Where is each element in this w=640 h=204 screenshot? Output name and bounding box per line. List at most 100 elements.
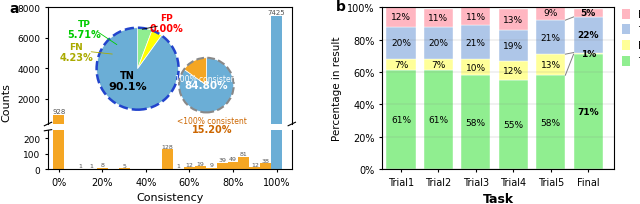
Text: 61%: 61% bbox=[428, 116, 449, 125]
Text: 928: 928 bbox=[52, 108, 65, 114]
Text: 1%: 1% bbox=[580, 50, 596, 59]
Text: TN: TN bbox=[120, 71, 135, 80]
Bar bbox=[461, 60, 490, 76]
Text: 19%: 19% bbox=[503, 42, 524, 51]
Text: 4.23%: 4.23% bbox=[60, 53, 93, 63]
Bar bbox=[573, 53, 603, 55]
Bar bbox=[499, 61, 528, 81]
Bar bbox=[163, 150, 173, 169]
Text: 20%: 20% bbox=[428, 39, 449, 48]
Text: 12%: 12% bbox=[391, 13, 411, 22]
Text: 5: 5 bbox=[122, 163, 126, 168]
Text: 10%: 10% bbox=[466, 63, 486, 72]
Text: 55%: 55% bbox=[503, 121, 524, 130]
Bar bbox=[573, 55, 603, 169]
Text: a: a bbox=[9, 2, 19, 16]
Bar bbox=[54, 116, 65, 130]
Text: 21%: 21% bbox=[466, 38, 486, 47]
Bar bbox=[239, 129, 250, 130]
Text: 11%: 11% bbox=[466, 12, 486, 21]
Bar bbox=[387, 28, 415, 60]
Text: 58%: 58% bbox=[541, 118, 561, 127]
Text: 11%: 11% bbox=[428, 14, 449, 23]
Bar bbox=[228, 129, 239, 130]
Bar bbox=[250, 167, 260, 169]
Bar bbox=[184, 167, 195, 169]
Text: 15.20%: 15.20% bbox=[191, 124, 232, 134]
Bar bbox=[163, 128, 173, 130]
Bar bbox=[217, 163, 228, 169]
Bar bbox=[573, 18, 603, 53]
Bar bbox=[461, 8, 490, 26]
Bar bbox=[573, 10, 603, 18]
Wedge shape bbox=[97, 29, 179, 110]
Text: 7425: 7425 bbox=[268, 10, 285, 16]
Bar bbox=[536, 76, 565, 169]
Bar bbox=[424, 10, 453, 28]
Text: FP: FP bbox=[160, 14, 173, 23]
Text: 5.71%: 5.71% bbox=[67, 30, 101, 40]
Text: 1: 1 bbox=[79, 164, 83, 169]
Text: FN: FN bbox=[69, 42, 83, 51]
Y-axis label: Percentage in result: Percentage in result bbox=[332, 37, 342, 141]
Text: 49: 49 bbox=[229, 156, 237, 161]
Bar bbox=[536, 55, 565, 76]
Wedge shape bbox=[138, 29, 152, 69]
Bar bbox=[387, 60, 415, 71]
Wedge shape bbox=[184, 59, 207, 86]
Wedge shape bbox=[179, 59, 234, 113]
Bar bbox=[195, 166, 206, 169]
Bar bbox=[195, 129, 206, 130]
Wedge shape bbox=[138, 31, 161, 69]
Text: 128: 128 bbox=[162, 144, 173, 149]
Bar bbox=[206, 168, 217, 169]
Text: 61%: 61% bbox=[391, 116, 411, 125]
Text: b: b bbox=[336, 0, 346, 14]
Legend: FP, TN, FN, TP: FP, TN, FN, TP bbox=[621, 10, 640, 67]
Bar bbox=[387, 71, 415, 169]
Text: 58%: 58% bbox=[466, 118, 486, 127]
Text: 21%: 21% bbox=[541, 33, 561, 42]
Bar bbox=[387, 8, 415, 28]
Text: 22%: 22% bbox=[577, 31, 599, 40]
Text: 5%: 5% bbox=[580, 9, 596, 18]
Bar bbox=[424, 60, 453, 71]
Text: 8: 8 bbox=[100, 162, 104, 167]
Bar bbox=[271, 0, 282, 169]
Bar bbox=[54, 26, 65, 169]
Text: 13%: 13% bbox=[503, 16, 524, 25]
X-axis label: Consistency: Consistency bbox=[136, 192, 204, 202]
Text: 81: 81 bbox=[240, 151, 248, 156]
Text: 19: 19 bbox=[196, 161, 204, 166]
Text: 84.80%: 84.80% bbox=[184, 81, 228, 91]
X-axis label: Task: Task bbox=[483, 192, 514, 204]
Text: 1: 1 bbox=[90, 164, 93, 169]
Text: 0.00%: 0.00% bbox=[149, 24, 183, 33]
Bar bbox=[260, 163, 271, 169]
Text: 90.1%: 90.1% bbox=[108, 82, 147, 91]
Bar bbox=[424, 28, 453, 60]
Bar bbox=[228, 162, 239, 169]
Bar bbox=[461, 76, 490, 169]
Bar bbox=[536, 21, 565, 55]
Text: 9%: 9% bbox=[543, 9, 558, 18]
Bar bbox=[260, 129, 271, 130]
Text: <100% consistent: <100% consistent bbox=[177, 116, 247, 125]
Bar bbox=[499, 10, 528, 31]
Bar bbox=[499, 31, 528, 61]
Text: 20%: 20% bbox=[391, 39, 411, 48]
Text: TP: TP bbox=[78, 20, 91, 29]
Text: 12%: 12% bbox=[503, 67, 524, 75]
Bar bbox=[239, 157, 250, 169]
Text: 71%: 71% bbox=[577, 108, 599, 117]
Text: 7%: 7% bbox=[394, 61, 408, 70]
Text: 12: 12 bbox=[251, 162, 259, 167]
Bar bbox=[461, 26, 490, 60]
Text: 12: 12 bbox=[186, 162, 193, 167]
Bar bbox=[424, 71, 453, 169]
Text: 13%: 13% bbox=[541, 61, 561, 70]
Bar bbox=[536, 7, 565, 21]
Text: 38: 38 bbox=[262, 158, 269, 163]
Bar bbox=[271, 17, 282, 130]
Text: 39: 39 bbox=[218, 158, 226, 163]
